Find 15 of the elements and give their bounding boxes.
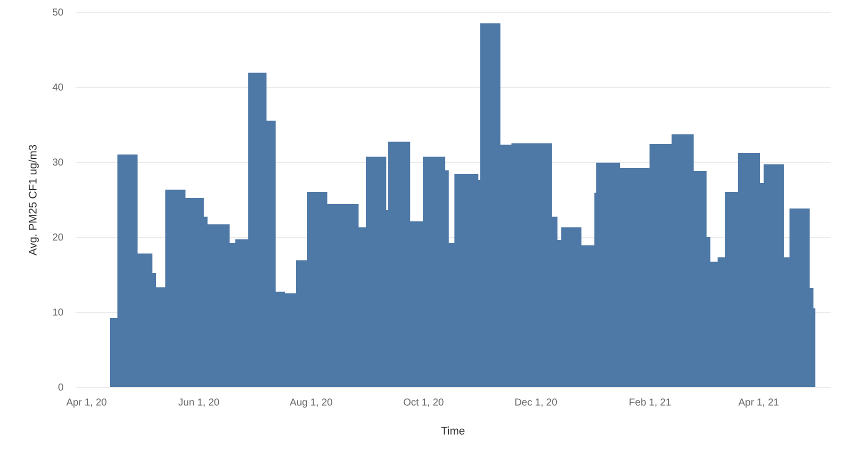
y-tick-label: 30 [52,158,64,168]
y-tick-label: 40 [52,82,64,94]
y-tick-label: 10 [52,308,64,318]
x-tick-label: Jun 1, 20 [178,398,220,408]
x-tick-label: Oct 1, 20 [403,398,444,408]
y-tick-label: 20 [52,232,64,244]
y-tick-label: 50 [52,8,64,18]
x-tick-label: Apr 1, 21 [738,398,780,408]
x-tick-label: Aug 1, 20 [290,398,334,408]
x-tick-label: Dec 1, 20 [514,398,558,408]
x-tick-label: Feb 1, 21 [628,398,672,408]
x-axis-title: Time [440,426,466,438]
x-tick-label: Apr 1, 20 [66,398,108,408]
y-tick-label: 0 [58,382,64,394]
y-axis-title: Avg. PM25 CF1 ug/m3 [27,144,40,256]
